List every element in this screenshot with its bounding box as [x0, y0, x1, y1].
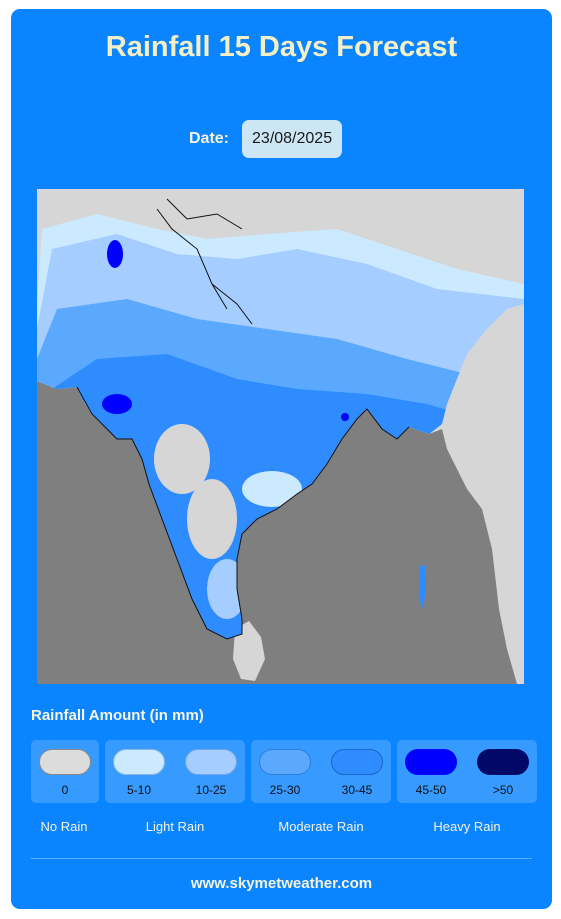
- legend-category-heavy-rain: Heavy Rain: [433, 819, 501, 834]
- legend-category-moderate-rain: Moderate Rain: [278, 819, 364, 834]
- legend-label-45-50: 45-50: [415, 783, 447, 797]
- legend-category-light-rain: Light Rain: [145, 819, 205, 834]
- legend-group-light-rain: 5-10 10-25: [105, 740, 245, 803]
- legend-label-10-25: 10-25: [195, 783, 227, 797]
- date-field[interactable]: 23/08/2025: [242, 120, 343, 158]
- legend-swatch-25-30: [259, 749, 311, 775]
- legend-group-heavy-rain: 45-50 >50: [397, 740, 537, 803]
- legend-label-gt-50: >50: [492, 783, 514, 797]
- legend-title: Rainfall Amount (in mm): [31, 707, 204, 724]
- legend-category-no-rain: No Rain: [40, 819, 88, 834]
- website-link[interactable]: www.skymetweather.com: [190, 875, 373, 892]
- heavy-rain-spot: [107, 240, 123, 268]
- dry-pocket: [242, 471, 302, 507]
- forecast-card: Rainfall 15 Days Forecast Date: 23/08/20…: [11, 9, 552, 909]
- legend-label-5-10: 5-10: [126, 783, 152, 797]
- dry-pocket: [154, 424, 210, 494]
- heavy-rain-spot: [102, 394, 132, 414]
- legend-label-30-45: 30-45: [341, 783, 373, 797]
- rainfall-map: [37, 189, 524, 684]
- border-line: [156, 198, 253, 325]
- legend-swatch-gt-50: [477, 749, 529, 775]
- date-row: Date: 23/08/2025: [189, 120, 343, 158]
- legend-group-no-rain: 0: [31, 740, 99, 803]
- footer-divider: [31, 858, 532, 859]
- legend-swatch-45-50: [405, 749, 457, 775]
- dry-pocket: [187, 479, 237, 559]
- page-title: Rainfall 15 Days Forecast: [105, 31, 458, 63]
- heavy-rain-spot: [341, 413, 349, 421]
- legend-swatch-30-45: [331, 749, 383, 775]
- coastline: [76, 386, 410, 640]
- legend-swatch-5-10: [113, 749, 165, 775]
- legend-swatch-10-25: [185, 749, 237, 775]
- legend-label-0: 0: [61, 783, 69, 797]
- sri-lanka: [233, 621, 265, 681]
- legend-swatch-0: [39, 749, 91, 775]
- andaman-islands: [419, 565, 426, 609]
- legend-label-25-30: 25-30: [269, 783, 301, 797]
- date-label: Date:: [189, 130, 230, 147]
- legend-group-moderate-rain: 25-30 30-45: [251, 740, 391, 803]
